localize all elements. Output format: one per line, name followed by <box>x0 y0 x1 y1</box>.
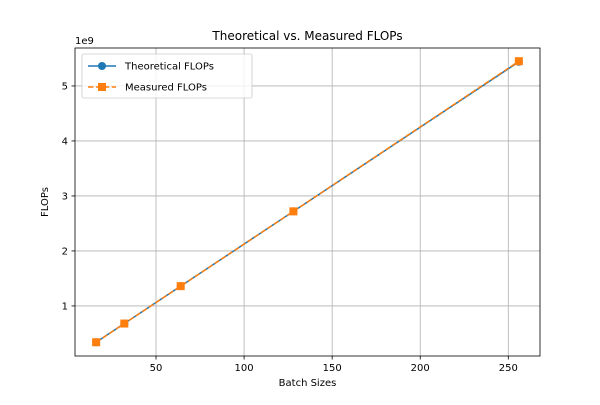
data-point <box>176 282 185 291</box>
series-layer <box>92 57 523 347</box>
data-point <box>289 207 298 216</box>
legend: Theoretical FLOPs Measured FLOPs <box>81 53 253 99</box>
legend-box <box>81 53 253 99</box>
data-point <box>514 57 523 66</box>
grid <box>75 48 540 356</box>
y-axis-label: FLOPs <box>40 187 51 217</box>
series-line <box>95 60 520 343</box>
x-tick-label: 100 <box>235 363 254 374</box>
x-tick-label: 250 <box>499 363 518 374</box>
legend-label: Measured FLOPs <box>125 83 207 94</box>
y-tick-label: 1 <box>62 301 68 312</box>
plot-frame <box>74 47 541 357</box>
legend-entry: Measured FLOPs <box>88 83 207 94</box>
x-tick-label: 150 <box>323 363 342 374</box>
y-tick-label: 4 <box>62 136 68 147</box>
legend-marker <box>98 83 106 91</box>
data-point <box>92 338 101 347</box>
x-tick-label: 50 <box>150 363 163 374</box>
legend-entry: Theoretical FLOPs <box>88 62 214 73</box>
y-axis-offset-label: 1e9 <box>75 36 94 47</box>
y-tick-label: 3 <box>62 191 68 202</box>
chart-title: Theoretical vs. Measured FLOPs <box>211 29 402 43</box>
legend-marker <box>98 62 106 70</box>
x-tick-label: 200 <box>411 363 430 374</box>
data-point <box>120 319 129 328</box>
x-axis-label: Batch Sizes <box>279 378 337 389</box>
tick-layer: 50 100 150 200 250 1 2 3 4 5 <box>62 81 518 374</box>
y-tick-label: 5 <box>62 81 68 92</box>
y-tick-label: 2 <box>62 246 68 257</box>
legend-label: Theoretical FLOPs <box>124 62 214 73</box>
